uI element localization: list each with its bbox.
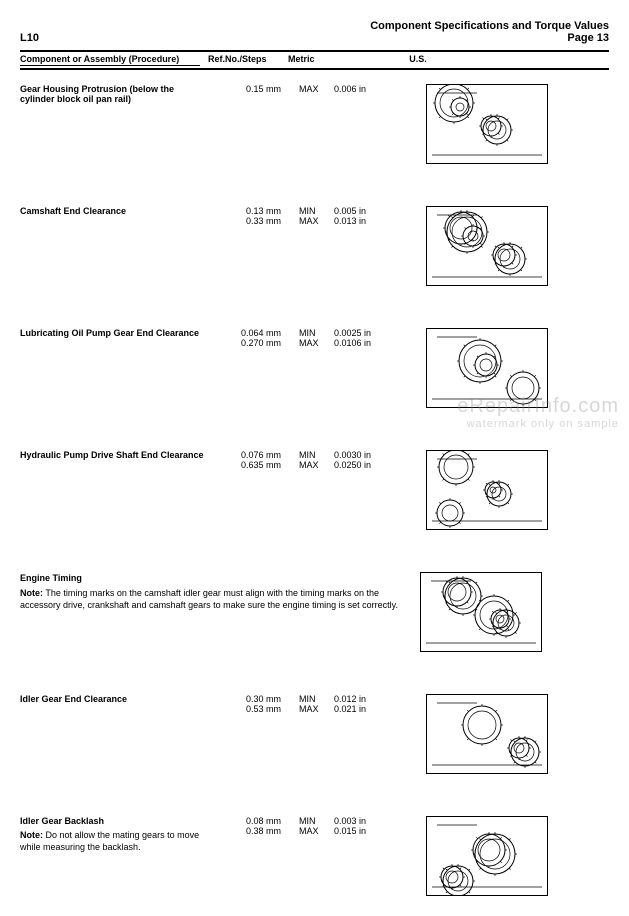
watermark-sub: watermark only on sample	[457, 418, 619, 430]
col-metric: Metric	[288, 54, 358, 66]
spec-title: Idler Gear Backlash	[20, 816, 205, 826]
minmax-value: MAX	[299, 84, 334, 94]
spec-note: Note: Do not allow the mating gears to m…	[20, 830, 205, 853]
metric-value: 0.064 mm0.270 mm	[211, 328, 299, 348]
spec-values: 0.076 mm0.635 mmMINMAX0.0030 in0.0250 in	[211, 450, 426, 470]
us-value: 0.005 in0.013 in	[334, 206, 399, 226]
spec-title: Hydraulic Pump Drive Shaft End Clearance	[20, 450, 205, 460]
spec-title: Idler Gear End Clearance	[20, 694, 205, 704]
us-value: 0.003 in0.015 in	[334, 816, 399, 836]
spec-text: Idler Gear Backlash Note: Do not allow th…	[20, 816, 211, 853]
col-ref: Ref.No./Steps	[208, 54, 288, 66]
spec-row: Engine Timing Note: The timing marks on t…	[20, 572, 609, 652]
us-value: 0.006 in	[334, 84, 399, 94]
minmax-value: MINMAX	[299, 450, 334, 470]
col-component: Component or Assembly (Procedure)	[20, 54, 200, 66]
col-us: U.S.	[358, 54, 478, 66]
us-value: 0.0030 in0.0250 in	[334, 450, 399, 470]
watermark: eRepairInfo.com watermark only on sample	[457, 395, 619, 430]
illustration	[426, 694, 548, 774]
spec-text: Lubricating Oil Pump Gear End Clearance	[20, 328, 211, 338]
page: L10 Component Specifications and Torque …	[0, 0, 629, 916]
metric-value: 0.08 mm0.38 mm	[211, 816, 299, 836]
spec-values: 0.15 mmMAX0.006 in	[211, 84, 426, 94]
spec-row: Hydraulic Pump Drive Shaft End Clearance…	[20, 450, 609, 530]
spec-row: Gear Housing Protrusion (below the cylin…	[20, 84, 609, 164]
header-title: Component Specifications and Torque Valu…	[370, 20, 609, 32]
spec-row: Idler Gear End Clearance 0.30 mm0.53 mmMI…	[20, 694, 609, 774]
illustration	[420, 572, 542, 652]
illustration	[426, 206, 548, 286]
us-value: 0.012 in0.021 in	[334, 694, 399, 714]
spec-title: Lubricating Oil Pump Gear End Clearance	[20, 328, 205, 338]
spec-values: 0.13 mm0.33 mmMINMAX0.005 in0.013 in	[211, 206, 426, 226]
minmax-value: MINMAX	[299, 328, 334, 348]
minmax-value: MINMAX	[299, 816, 334, 836]
column-headers: Component or Assembly (Procedure) Ref.No…	[20, 50, 609, 70]
spec-title: Gear Housing Protrusion (below the cylin…	[20, 84, 205, 104]
spec-title: Engine Timing	[20, 572, 420, 584]
spec-text: Camshaft End Clearance	[20, 206, 211, 216]
spec-text: Engine Timing Note: The timing marks on t…	[20, 572, 420, 612]
illustration	[426, 816, 548, 896]
metric-value: 0.076 mm0.635 mm	[211, 450, 299, 470]
illustration	[426, 450, 548, 530]
illustration	[426, 84, 548, 164]
minmax-value: MINMAX	[299, 206, 334, 226]
spec-row: Idler Gear Backlash Note: Do not allow th…	[20, 816, 609, 896]
spec-values: 0.30 mm0.53 mmMINMAX0.012 in0.021 in	[211, 694, 426, 714]
minmax-value: MINMAX	[299, 694, 334, 714]
spec-text: Idler Gear End Clearance	[20, 694, 211, 704]
header-right: Component Specifications and Torque Valu…	[370, 20, 609, 44]
watermark-main: eRepairInfo.com	[457, 395, 619, 418]
rows-container: Gear Housing Protrusion (below the cylin…	[20, 84, 609, 896]
spec-row: Camshaft End Clearance 0.13 mm0.33 mmMINM…	[20, 206, 609, 286]
spec-values: 0.064 mm0.270 mmMINMAX0.0025 in0.0106 in	[211, 328, 426, 348]
page-header: L10 Component Specifications and Torque …	[20, 20, 609, 44]
spec-title: Camshaft End Clearance	[20, 206, 205, 216]
metric-value: 0.15 mm	[211, 84, 299, 94]
metric-value: 0.30 mm0.53 mm	[211, 694, 299, 714]
header-left: L10	[20, 32, 39, 44]
metric-value: 0.13 mm0.33 mm	[211, 206, 299, 226]
spec-note: Note: The timing marks on the camshaft i…	[20, 588, 420, 611]
us-value: 0.0025 in0.0106 in	[334, 328, 399, 348]
spec-text: Gear Housing Protrusion (below the cylin…	[20, 84, 211, 104]
spec-values: 0.08 mm0.38 mmMINMAX0.003 in0.015 in	[211, 816, 426, 836]
spec-text: Hydraulic Pump Drive Shaft End Clearance	[20, 450, 211, 460]
header-page: Page 13	[370, 32, 609, 44]
